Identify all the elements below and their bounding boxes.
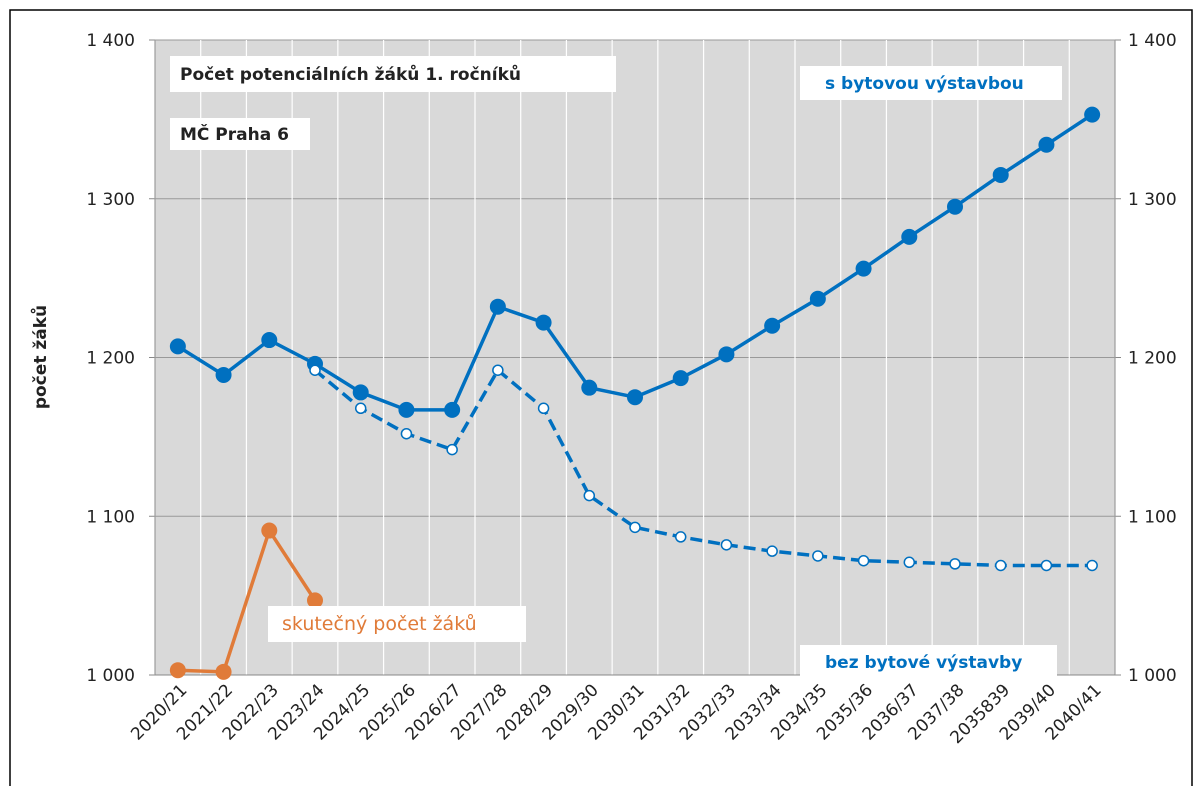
marker [581, 379, 598, 396]
marker [492, 364, 504, 376]
series-label: skutečný počet žáků [282, 613, 477, 635]
marker [398, 401, 415, 418]
label-box [268, 606, 526, 642]
marker [535, 314, 552, 331]
marker [489, 298, 506, 315]
series-line [313, 367, 1093, 568]
marker [627, 389, 643, 406]
label-box [800, 66, 1062, 100]
marker [992, 166, 1009, 183]
y-tick-label: 1 300 [86, 190, 135, 210]
subtitle-box [170, 118, 310, 150]
y-tick-label: 1 100 [86, 507, 135, 527]
marker [718, 346, 735, 363]
marker [1038, 136, 1055, 153]
marker [809, 290, 826, 307]
marker [307, 592, 323, 609]
marker [537, 402, 550, 415]
marker [901, 228, 918, 245]
series-line [177, 526, 317, 674]
marker [857, 554, 870, 567]
marker [583, 489, 596, 502]
marker [994, 559, 1007, 572]
y-tick-label: 1 400 [86, 31, 135, 51]
y2-tick-label: 1 300 [1128, 190, 1177, 210]
marker [1084, 106, 1101, 123]
marker [215, 366, 232, 383]
marker [949, 558, 961, 570]
marker [446, 443, 458, 456]
marker [309, 364, 321, 376]
marker [674, 531, 687, 543]
marker [354, 402, 367, 415]
y-tick-label: 1 000 [86, 666, 135, 686]
series-label: s bytovou výstavbou [825, 74, 1024, 94]
marker [764, 317, 781, 334]
y-tick-label: 1 200 [86, 349, 135, 369]
marker [766, 545, 778, 557]
series-label: bez bytové výstavby [825, 653, 1022, 673]
marker [855, 260, 872, 277]
chart-title: Počet potenciálních žáků 1. ročníků [180, 63, 521, 85]
marker [169, 662, 186, 679]
marker [720, 539, 733, 551]
marker [215, 663, 232, 680]
marker [903, 556, 916, 569]
marker [352, 384, 369, 401]
marker [812, 550, 824, 562]
marker [444, 401, 461, 418]
frame [9, 9, 1193, 786]
marker [672, 370, 689, 387]
label-box [800, 645, 1057, 679]
marker [400, 427, 413, 440]
y2-tick-label: 1 000 [1128, 666, 1177, 686]
title-box [170, 56, 616, 92]
y2-tick-label: 1 100 [1128, 507, 1177, 527]
marker [169, 338, 186, 355]
marker [629, 521, 641, 534]
marker [1040, 559, 1053, 572]
marker [1086, 559, 1098, 572]
marker [261, 522, 278, 539]
y-axis-label: počet žáků [29, 305, 51, 409]
marker [947, 198, 963, 215]
marker [261, 332, 278, 349]
y2-tick-label: 1 200 [1128, 349, 1177, 369]
subtitle: MČ Praha 6 [180, 123, 289, 145]
y2-tick-label: 1 400 [1128, 31, 1177, 51]
